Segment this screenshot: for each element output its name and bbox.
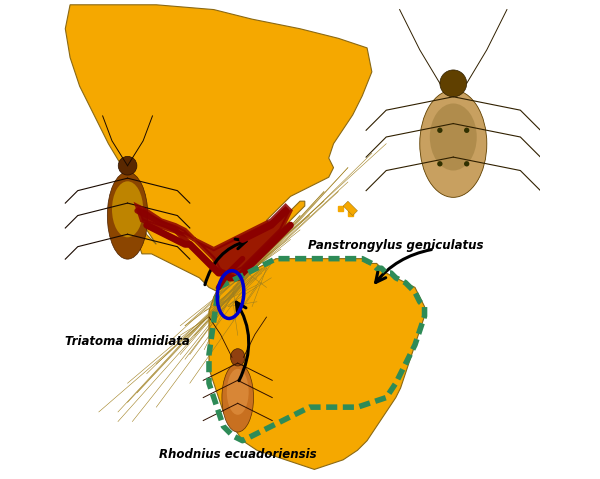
Ellipse shape: [430, 103, 477, 171]
Polygon shape: [209, 259, 425, 469]
Ellipse shape: [118, 156, 137, 175]
Ellipse shape: [437, 127, 443, 133]
Ellipse shape: [464, 161, 469, 167]
Polygon shape: [338, 206, 343, 211]
Ellipse shape: [437, 161, 443, 167]
Polygon shape: [65, 5, 372, 292]
Ellipse shape: [230, 349, 245, 366]
Ellipse shape: [420, 90, 487, 197]
Ellipse shape: [464, 127, 469, 133]
Text: Panstrongylus geniculatus: Panstrongylus geniculatus: [308, 240, 484, 252]
Polygon shape: [343, 201, 358, 216]
Ellipse shape: [107, 172, 148, 259]
Text: Rhodnius ecuadoriensis: Rhodnius ecuadoriensis: [159, 448, 317, 461]
Polygon shape: [137, 206, 290, 273]
Polygon shape: [348, 211, 353, 216]
Text: Triatoma dimidiata: Triatoma dimidiata: [65, 335, 190, 348]
Ellipse shape: [227, 369, 248, 415]
Ellipse shape: [440, 70, 467, 97]
Ellipse shape: [222, 363, 254, 432]
Ellipse shape: [112, 182, 143, 238]
